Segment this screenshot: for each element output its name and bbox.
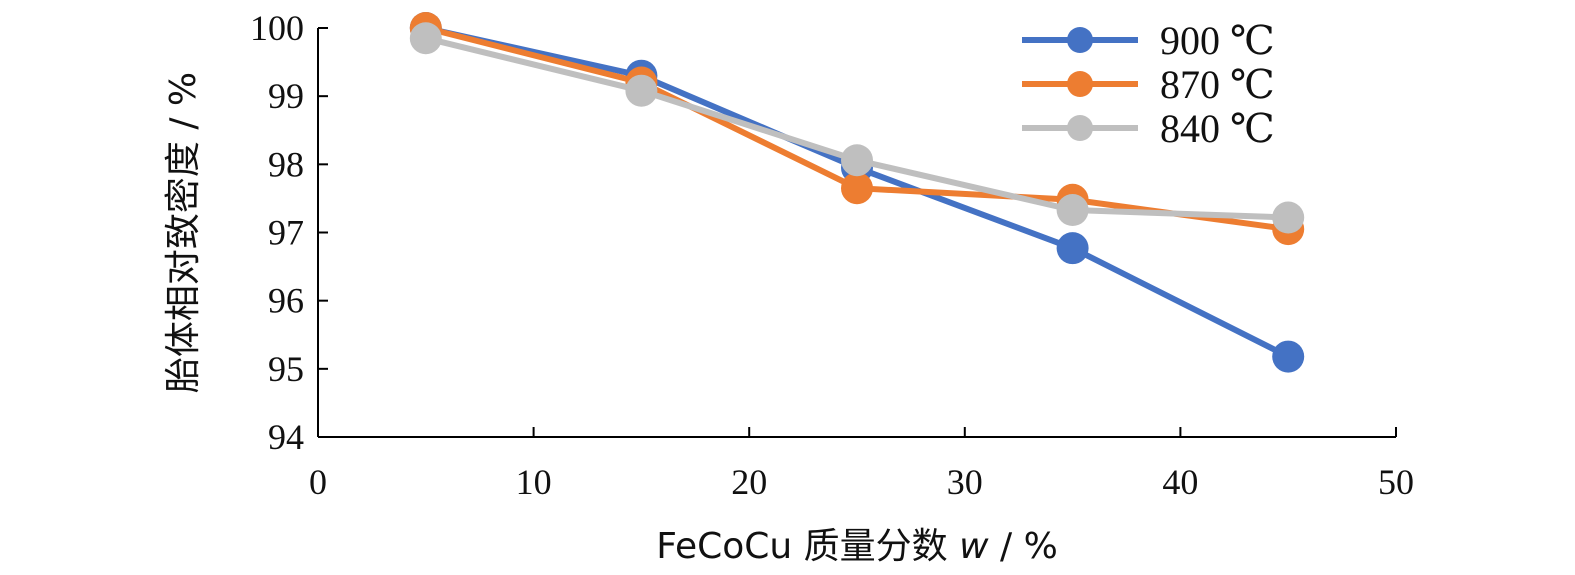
legend-item: 900 ℃ bbox=[1022, 18, 1275, 63]
data-point bbox=[625, 74, 658, 107]
y-tick-label: 94 bbox=[268, 417, 304, 457]
series-2 bbox=[409, 22, 1305, 234]
y-axis-title: 胎体相对致密度 / % bbox=[163, 72, 204, 393]
legend-label: 840 ℃ bbox=[1160, 106, 1275, 151]
x-tick-label: 20 bbox=[731, 462, 767, 502]
data-point bbox=[1272, 340, 1305, 373]
legend-marker bbox=[1067, 115, 1093, 141]
y-tick-label: 96 bbox=[268, 281, 304, 321]
x-tick-label: 30 bbox=[947, 462, 983, 502]
x-axis-ticks: 0 10 20 30 40 50 bbox=[309, 427, 1414, 502]
legend-marker bbox=[1067, 27, 1093, 53]
data-point bbox=[409, 22, 442, 55]
series-layer bbox=[409, 12, 1305, 373]
x-tick-label: 0 bbox=[309, 462, 327, 502]
legend-label: 900 ℃ bbox=[1160, 18, 1275, 63]
data-point bbox=[1056, 232, 1089, 265]
legend-marker bbox=[1067, 71, 1093, 97]
legend-item: 840 ℃ bbox=[1022, 106, 1275, 151]
y-tick-label: 100 bbox=[250, 8, 304, 48]
x-tick-label: 50 bbox=[1378, 462, 1414, 502]
y-tick-label: 97 bbox=[268, 213, 304, 253]
data-point bbox=[1056, 194, 1089, 227]
y-tick-label: 98 bbox=[268, 144, 304, 184]
x-axis-title-variable: w bbox=[959, 526, 989, 567]
data-point bbox=[841, 172, 873, 205]
x-tick-label: 40 bbox=[1162, 462, 1198, 502]
data-point bbox=[841, 144, 873, 177]
x-axis-title-prefix: FeCoCu 质量分数 bbox=[656, 526, 959, 567]
x-axis-title-suffix: / % bbox=[989, 526, 1058, 567]
y-axis-ticks: 94 95 96 97 98 99 100 bbox=[250, 8, 328, 457]
data-point bbox=[1272, 201, 1305, 234]
x-axis-title: FeCoCu 质量分数 w / % bbox=[656, 526, 1058, 567]
y-tick-label: 99 bbox=[268, 76, 304, 116]
legend-label: 870 ℃ bbox=[1160, 62, 1275, 107]
legend-item: 870 ℃ bbox=[1022, 62, 1275, 107]
x-tick-label: 10 bbox=[516, 462, 552, 502]
y-tick-label: 95 bbox=[268, 349, 304, 389]
